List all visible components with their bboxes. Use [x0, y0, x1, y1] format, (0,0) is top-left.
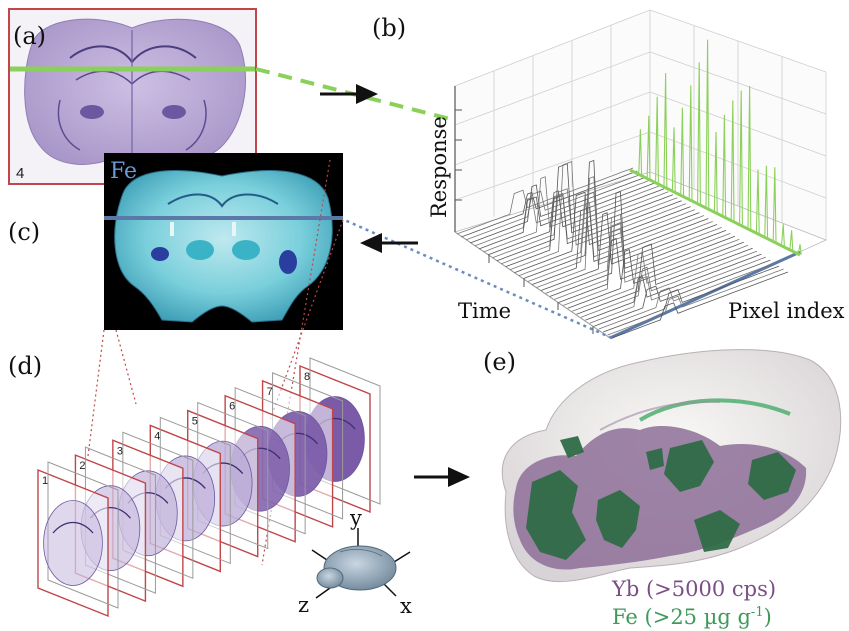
fe-arc: [638, 398, 791, 422]
panel-b-ylabel: Response: [427, 116, 451, 218]
panel-d: (d) 8 7 6 5 4 3 2 1 y z x: [8, 352, 412, 618]
time-trace: [496, 163, 674, 262]
time-trace: [456, 167, 634, 235]
time-trace: [492, 188, 669, 259]
panel-b-traces: [456, 159, 789, 339]
panel-d-label: (d): [8, 352, 42, 380]
time-trace: [465, 173, 643, 241]
time-trace: [576, 243, 753, 315]
time-trace: [607, 268, 784, 336]
time-trace: [541, 212, 718, 291]
panel-b-zlabel: Pixel index: [728, 299, 845, 323]
time-trace: [585, 253, 762, 321]
time-trace: [611, 271, 789, 339]
panel-c-label: (c): [8, 218, 40, 246]
legend-yb: Yb (>5000 cps): [611, 577, 776, 601]
time-trace: [598, 262, 775, 330]
slice-number: 3: [117, 445, 123, 457]
time-trace: [572, 244, 749, 312]
time-trace: [603, 265, 780, 333]
time-trace: [527, 201, 705, 282]
fe-region: [526, 436, 796, 560]
legend-fe-close: ): [764, 605, 772, 629]
panel-a-slice-number: 4: [16, 165, 24, 182]
slice-number: 6: [229, 401, 235, 413]
time-trace: [532, 206, 709, 285]
arrow-b-to-c: [360, 233, 418, 253]
time-trace: [479, 182, 656, 250]
time-trace: [505, 194, 682, 268]
time-trace: [501, 192, 678, 265]
panel-b-ticks: [455, 109, 594, 334]
panel-c: Fe (c): [8, 153, 343, 330]
panel-d-slices: 8 7 6 5 4 3 2 1: [37, 357, 381, 618]
time-trace: [483, 176, 660, 253]
time-trace: [558, 235, 736, 303]
panel-a-label: (a): [13, 22, 46, 50]
time-trace: [510, 161, 687, 271]
panel-e: (e) Yb (>5000 cps) Fe (>25 µg g-1): [483, 348, 842, 629]
time-trace: [580, 250, 758, 318]
legend-fe: Fe (>25 µg g-1): [612, 605, 772, 629]
slice-number: 1: [42, 475, 48, 487]
time-trace: [461, 170, 638, 238]
axis-y-label: y: [349, 506, 362, 530]
panel-b-xlabel: Time: [458, 299, 511, 323]
panel-a-brain-section: [24, 18, 246, 168]
time-trace: [594, 259, 771, 327]
arrow-a-to-b: [320, 84, 378, 104]
time-trace: [470, 176, 647, 244]
panel-b-pixel-axis: [609, 250, 801, 340]
time-trace: [563, 222, 740, 306]
time-trace: [567, 241, 744, 309]
time-trace: [518, 191, 696, 276]
panel-b: (b): [372, 9, 845, 340]
slice-number: 4: [154, 430, 160, 442]
time-trace: [545, 213, 722, 294]
legend-fe-main: Fe (>25 µg g: [612, 605, 751, 629]
time-trace: [487, 188, 665, 256]
time-trace: [549, 191, 727, 297]
panel-b-time-axis: [454, 231, 611, 339]
arrow-d-to-e: [414, 467, 470, 487]
panel-b-green-trace: [629, 39, 802, 257]
slice-number: 5: [192, 416, 198, 428]
panel-b-label: (b): [372, 14, 406, 42]
panel-c-fe-map: [114, 170, 333, 323]
slice-number: 2: [79, 460, 85, 472]
panel-c-element-label: Fe: [110, 159, 137, 184]
blue-link-dotted: [339, 216, 613, 340]
legend-fe-exponent: -1: [751, 605, 764, 620]
axis-z-label: z: [298, 593, 309, 617]
time-trace: [554, 228, 731, 300]
panel-e-label: (e): [483, 348, 516, 376]
axis-x-label: x: [400, 594, 412, 618]
panel-e-3d-volume: [501, 349, 842, 583]
green-trace-baseline: [629, 168, 801, 257]
panel-d-orientation: y z x: [298, 506, 412, 618]
panel-a: (a) 4: [8, 8, 257, 185]
time-trace: [514, 191, 691, 274]
red-connectors: [87, 159, 344, 566]
time-trace: [474, 179, 651, 247]
slice-number: 7: [267, 386, 273, 398]
slice-1: 1: [37, 461, 119, 618]
slice-number: 8: [304, 371, 310, 383]
